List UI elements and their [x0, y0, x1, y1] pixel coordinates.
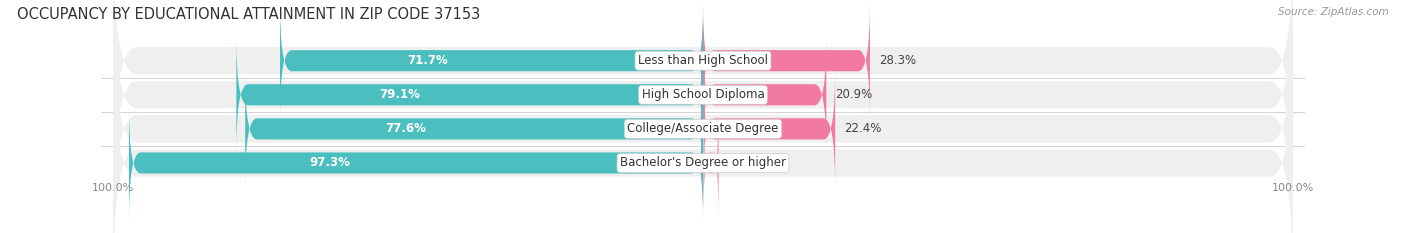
FancyBboxPatch shape	[703, 3, 870, 118]
Text: High School Diploma: High School Diploma	[641, 88, 765, 101]
Text: OCCUPANCY BY EDUCATIONAL ATTAINMENT IN ZIP CODE 37153: OCCUPANCY BY EDUCATIONAL ATTAINMENT IN Z…	[17, 7, 479, 22]
Text: College/Associate Degree: College/Associate Degree	[627, 122, 779, 135]
FancyBboxPatch shape	[280, 3, 703, 118]
Text: 22.4%: 22.4%	[844, 122, 882, 135]
Text: Bachelor's Degree or higher: Bachelor's Degree or higher	[620, 157, 786, 169]
Text: 97.3%: 97.3%	[309, 157, 350, 169]
Text: Source: ZipAtlas.com: Source: ZipAtlas.com	[1278, 7, 1389, 17]
Text: 79.1%: 79.1%	[380, 88, 420, 101]
Text: 71.7%: 71.7%	[408, 54, 449, 67]
FancyBboxPatch shape	[112, 6, 1294, 233]
Text: Less than High School: Less than High School	[638, 54, 768, 67]
FancyBboxPatch shape	[236, 37, 703, 152]
Text: 28.3%: 28.3%	[879, 54, 915, 67]
FancyBboxPatch shape	[703, 37, 827, 152]
Text: 77.6%: 77.6%	[385, 122, 426, 135]
FancyBboxPatch shape	[245, 71, 703, 186]
FancyBboxPatch shape	[112, 0, 1294, 183]
FancyBboxPatch shape	[129, 105, 703, 221]
Text: 20.9%: 20.9%	[835, 88, 872, 101]
FancyBboxPatch shape	[703, 105, 718, 221]
Text: 2.7%: 2.7%	[728, 157, 758, 169]
FancyBboxPatch shape	[703, 71, 835, 186]
FancyBboxPatch shape	[112, 0, 1294, 218]
FancyBboxPatch shape	[112, 40, 1294, 233]
